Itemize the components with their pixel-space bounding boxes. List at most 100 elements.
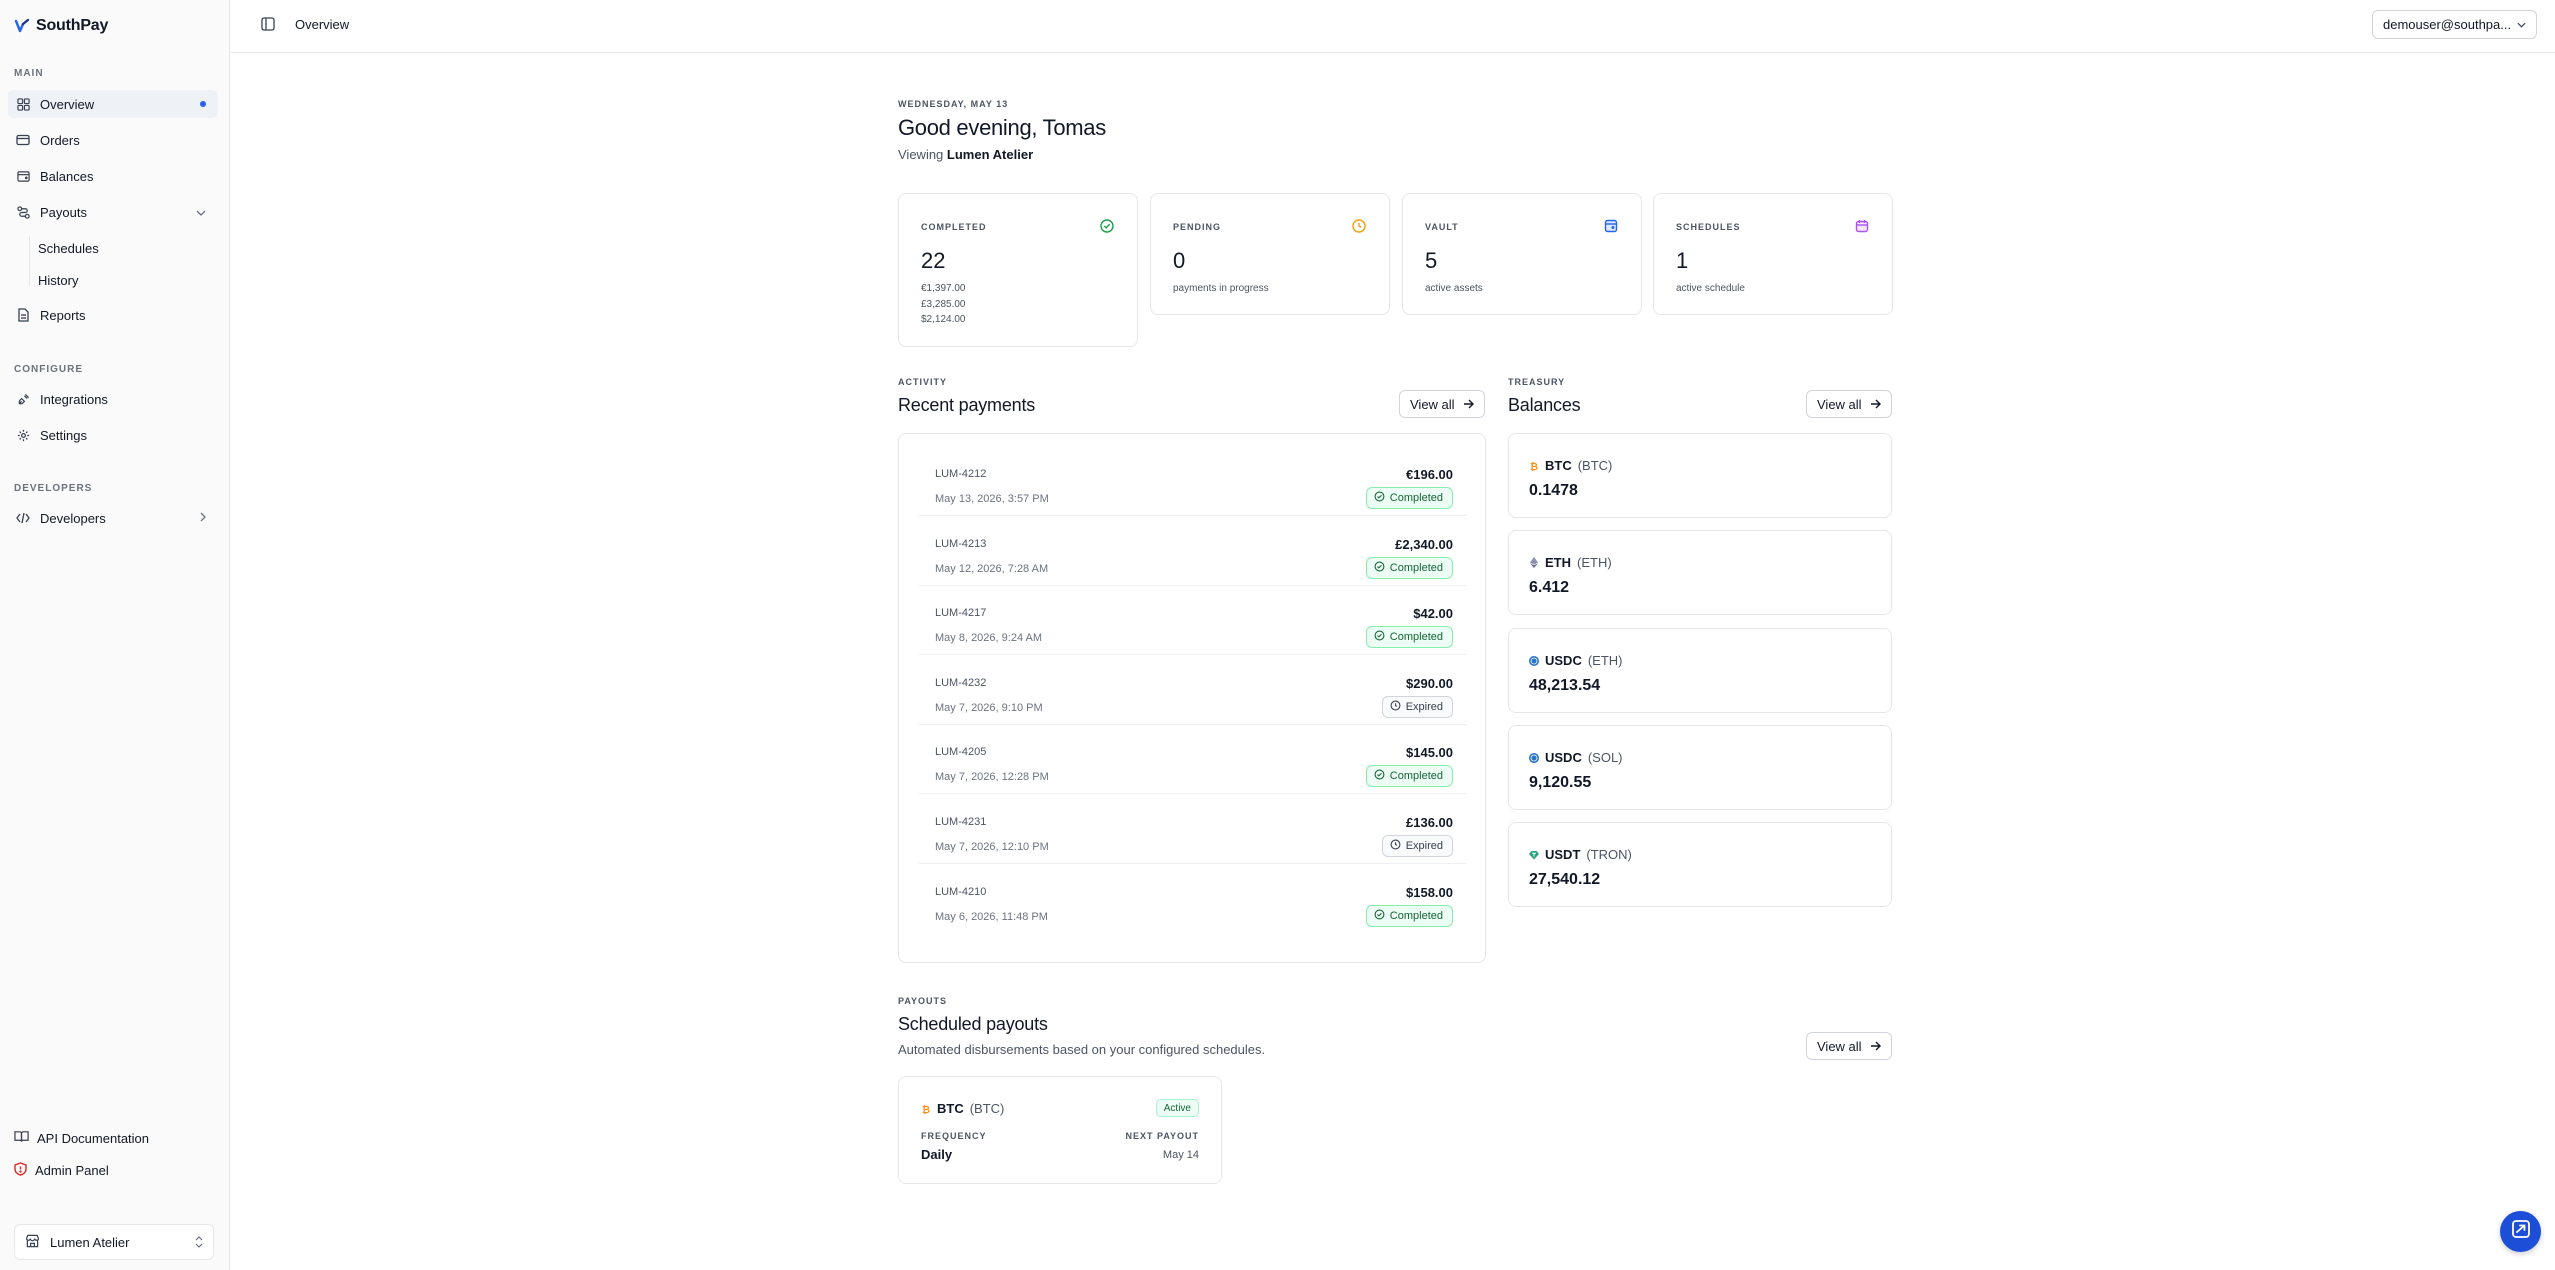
view-all-payouts-button[interactable]: View all	[1806, 1032, 1892, 1060]
usdc-icon	[1529, 752, 1539, 763]
stat-card-vault[interactable]: VAULT 5 active assets	[1402, 193, 1642, 315]
brand-name: SouthPay	[36, 17, 109, 34]
table-row[interactable]: LUM-4212 May 13, 2026, 3:57 PM €196.00 C…	[919, 446, 1467, 516]
org-switcher[interactable]: Lumen Atelier	[14, 1224, 214, 1260]
sidebar-item-developers[interactable]: Developers	[8, 504, 218, 532]
asset-symbol: USDC	[1545, 750, 1582, 765]
payment-date: May 13, 2026, 3:57 PM	[935, 493, 1049, 505]
status-label: Completed	[1389, 492, 1443, 504]
arrow-right-icon	[1870, 397, 1881, 412]
section-label-developers: DEVELOPERS	[14, 483, 93, 494]
svg-text:₿: ₿	[1530, 461, 1538, 471]
payment-amount: $145.00	[1406, 745, 1453, 760]
sidebar-item-integrations[interactable]: Integrations	[8, 385, 218, 413]
grid-icon	[16, 97, 30, 111]
stat-card-schedules[interactable]: SCHEDULES 1 active schedule	[1653, 193, 1893, 315]
vault-icon	[1603, 218, 1619, 234]
balance-card-btc[interactable]: ₿ BTC (BTC) 0.1478	[1508, 433, 1892, 518]
viewing-context: Viewing Lumen Atelier	[898, 147, 1033, 162]
next-payout-label: NEXT PAYOUT	[1125, 1131, 1199, 1141]
asset-amount: 0.1478	[1529, 482, 1578, 499]
table-row[interactable]: LUM-4217 May 8, 2026, 9:24 AM $42.00 Com…	[919, 585, 1467, 655]
frequency-value: Daily	[921, 1147, 953, 1162]
table-row[interactable]: LUM-4205 May 7, 2026, 12:28 PM $145.00 C…	[919, 724, 1467, 794]
table-row[interactable]: LUM-4210 May 6, 2026, 11:48 PM $158.00 C…	[919, 864, 1467, 934]
payment-amount: £136.00	[1406, 815, 1453, 830]
asset-network: (TRON)	[1586, 847, 1632, 862]
section-label-main: MAIN	[14, 68, 44, 79]
stat-sub: payments in progress	[1173, 281, 1269, 297]
sidebar-item-reports[interactable]: Reports	[8, 301, 218, 329]
book-icon	[14, 1130, 29, 1146]
viewing-prefix: Viewing	[898, 147, 944, 162]
plug-icon	[16, 392, 30, 406]
sidebar-item-payouts[interactable]: Payouts	[8, 198, 218, 226]
chevron-down-icon	[2517, 19, 2526, 31]
stat-sub: €1,397.00 £3,285.00 $2,124.00	[921, 281, 966, 328]
balance-header: ₿ BTC (BTC)	[1529, 458, 1612, 473]
payment-date: May 7, 2026, 12:10 PM	[935, 841, 1049, 853]
sidebar-item-label: Integrations	[40, 391, 108, 407]
payment-amount: £2,340.00	[1395, 537, 1453, 552]
status-badge: Completed	[1365, 557, 1453, 579]
status-badge: Active	[1155, 1099, 1199, 1117]
sidebar-item-orders[interactable]: Orders	[8, 126, 218, 154]
breadcrumb: Overview	[295, 17, 350, 32]
schedule-card-btc[interactable]: ₿ BTC (BTC) Active FREQUENCY Daily NEXT …	[898, 1076, 1222, 1184]
support-chat-button[interactable]	[2500, 1211, 2541, 1252]
status-label: Completed	[1389, 562, 1443, 574]
file-text-icon	[16, 308, 30, 322]
user-menu-button[interactable]: demouser@southpa...	[2372, 10, 2537, 39]
payment-id: LUM-4212	[935, 468, 987, 480]
stat-value: 22	[921, 248, 946, 273]
payment-id: LUM-4210	[935, 886, 987, 898]
payment-date: May 7, 2026, 9:10 PM	[935, 702, 1043, 714]
stat-card-completed[interactable]: COMPLETED 22 €1,397.00 £3,285.00 $2,124.…	[898, 193, 1138, 347]
asset-network: (SOL)	[1587, 750, 1623, 765]
status-badge: Completed	[1365, 626, 1453, 648]
sidebar-item-balances[interactable]: Balances	[8, 162, 218, 190]
balance-card-eth[interactable]: ETH (ETH) 6.412	[1508, 530, 1892, 615]
view-all-balances-button[interactable]: View all	[1806, 390, 1892, 418]
balance-card-usdc-eth[interactable]: USDC (ETH) 48,213.54	[1508, 628, 1892, 713]
api-documentation-link[interactable]: API Documentation	[14, 1127, 149, 1149]
sidebar-item-overview[interactable]: Overview	[8, 90, 218, 118]
brand[interactable]: SouthPay	[14, 14, 108, 38]
clock-icon	[1390, 700, 1401, 714]
table-row[interactable]: LUM-4232 May 7, 2026, 9:10 PM $290.00 Ex…	[919, 655, 1467, 725]
sidebar-toggle-button[interactable]	[258, 16, 278, 36]
view-all-label: View all	[1410, 396, 1455, 412]
balances-title: Balances	[1508, 395, 1581, 415]
check-circle-icon	[1374, 909, 1385, 923]
view-all-label: View all	[1817, 1038, 1862, 1054]
stat-card-pending[interactable]: PENDING 0 payments in progress	[1150, 193, 1390, 315]
frequency-label: FREQUENCY	[921, 1131, 987, 1141]
table-row[interactable]: LUM-4213 May 12, 2026, 7:28 AM £2,340.00…	[919, 516, 1467, 586]
asset-network: (BTC)	[969, 1101, 1005, 1116]
admin-panel-link[interactable]: Admin Panel	[14, 1159, 109, 1181]
status-badge: Expired	[1381, 835, 1453, 857]
status-label: Completed	[1389, 910, 1443, 922]
sidebar-item-schedules[interactable]: Schedules	[38, 240, 99, 256]
status-label: Completed	[1389, 631, 1443, 643]
balance-card-usdc-sol[interactable]: USDC (SOL) 9,120.55	[1508, 725, 1892, 810]
clock-icon	[1351, 218, 1367, 234]
asset-amount: 6.412	[1529, 579, 1570, 596]
asset-network: (BTC)	[1577, 458, 1613, 473]
status-label: Expired	[1405, 840, 1443, 852]
stat-sub: active schedule	[1676, 281, 1745, 297]
table-row[interactable]: LUM-4231 May 7, 2026, 12:10 PM £136.00 E…	[919, 794, 1467, 864]
sidebar-item-settings[interactable]: Settings	[8, 421, 218, 449]
sidebar-item-history[interactable]: History	[38, 272, 79, 288]
asset-amount: 27,540.12	[1529, 871, 1601, 888]
status-badge: Completed	[1365, 765, 1453, 787]
asset-symbol: USDT	[1545, 847, 1581, 862]
balance-card-usdt[interactable]: USDT (TRON) 27,540.12	[1508, 822, 1892, 907]
stat-label: PENDING	[1173, 222, 1222, 232]
payment-id: LUM-4213	[935, 538, 987, 550]
sidebar-item-label: Payouts	[40, 204, 87, 220]
payment-date: May 12, 2026, 7:28 AM	[935, 563, 1049, 575]
payment-amount: $42.00	[1413, 606, 1453, 621]
view-all-payments-button[interactable]: View all	[1399, 390, 1485, 418]
sidebar-item-label: Developers	[40, 510, 106, 526]
